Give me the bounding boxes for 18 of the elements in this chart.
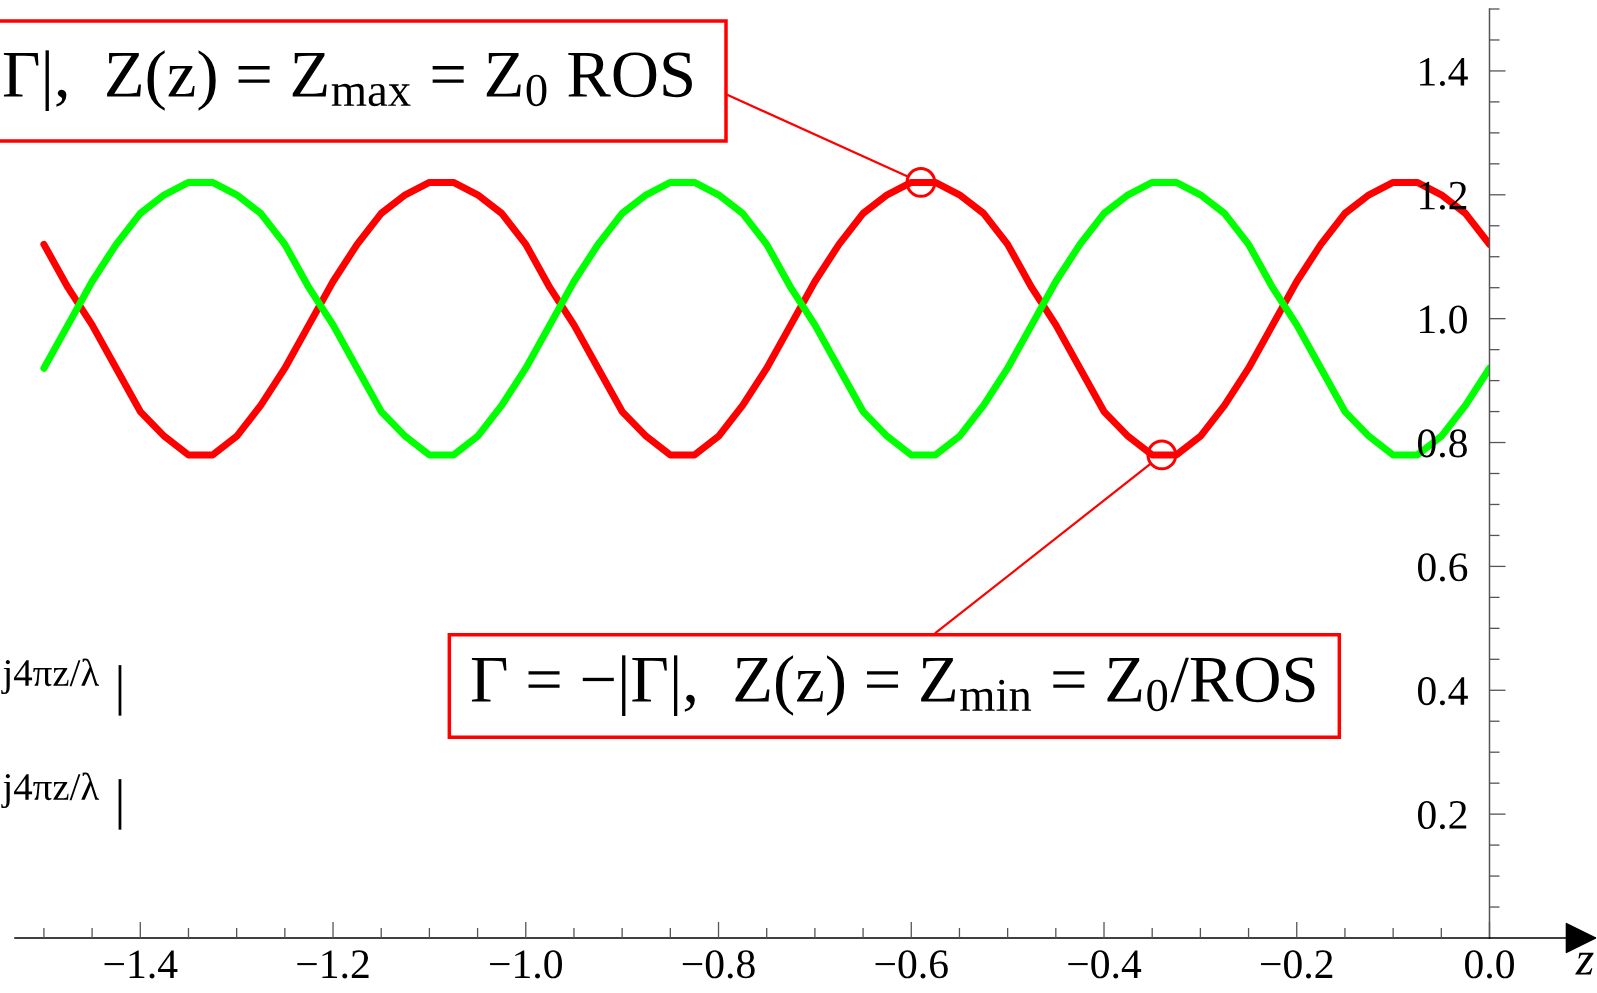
y-tick-label: 0.4 (1418, 677, 1468, 706)
x-axis-title: z (1575, 952, 1594, 975)
x-tick-label: 0.0 (1465, 950, 1514, 979)
y-tick-label: 1.4 (1420, 57, 1468, 86)
x-tick-label: −1.2 (297, 950, 369, 979)
y-tick-label: 0.6 (1418, 553, 1468, 582)
y-tick-label: 0.2 (1418, 800, 1467, 830)
annotation: Γ|, Z(z) = Z$_{max}$ = Z$_{0}$ ROS (3, 50, 692, 111)
y-tick-label: 1.0 (1420, 305, 1467, 334)
x-tick-label: −1.4 (104, 950, 178, 979)
annotation: $^{j4πz/λ}$ | (1, 772, 122, 830)
x-tick-label: −1.0 (490, 950, 562, 979)
annotation: $^{j4πz/λ}$ | (1, 658, 122, 716)
x-tick-label: −0.6 (875, 950, 948, 979)
x-tick-label: −0.8 (682, 950, 755, 979)
x-tick-label: −0.4 (1068, 950, 1142, 979)
x-tick-label: −0.2 (1261, 950, 1333, 979)
annotation: Γ = −|Γ|, Z(z) = Z$_{min}$ = Z$_{0}$/ROS (471, 655, 1315, 716)
